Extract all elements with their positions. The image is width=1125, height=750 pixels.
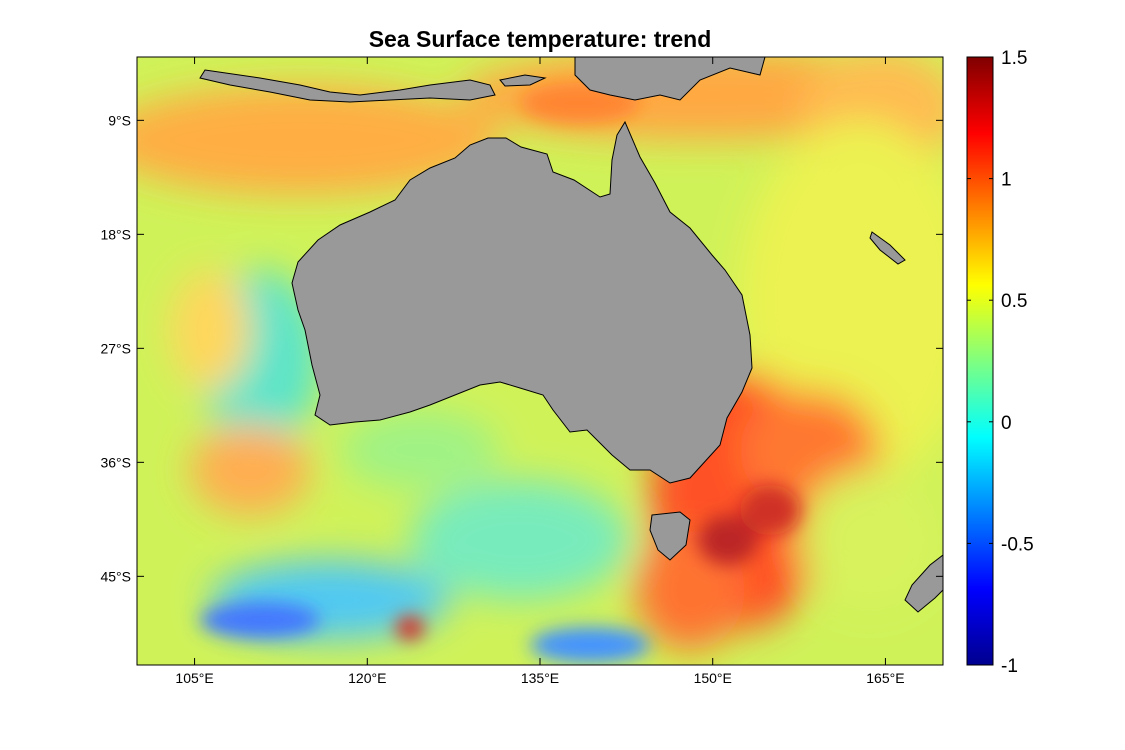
x-tick-label: 120°E [348,670,386,686]
colorbar: 1.5 1 0.5 0 -0.5 -1 [966,48,1034,677]
new-guinea-landmass [574,57,766,101]
y-tick-label: 36°S [100,454,131,470]
colorbar-tick-label: -1 [1001,656,1018,677]
y-tick-label: 18°S [100,226,131,242]
y-tick-label: 45°S [100,568,131,584]
x-tick-label: 165°E [866,670,904,686]
indonesia-landmass [199,69,496,103]
sst-field [137,57,943,665]
colorbar-gradient [966,56,994,666]
colorbar-ticks: 1.5 1 0.5 0 -0.5 -1 [967,48,1034,677]
x-tick-label: 135°E [521,670,559,686]
latitude-axis: 9°S 18°S 27°S 36°S 45°S [100,112,943,584]
timor-landmass [499,74,547,87]
map-title: Sea Surface temperature: trend [369,26,712,52]
colorbar-tick-label: 0.5 [1001,291,1027,312]
colorbar-tick-label: 1 [1001,170,1012,191]
colorbar-tick-label: -0.5 [1001,534,1034,555]
colorbar-tick-label: 1.5 [1001,48,1027,69]
x-tick-label: 150°E [694,670,732,686]
x-tick-label: 105°E [175,670,213,686]
land-masses [199,57,943,613]
new-caledonia-landmass [869,231,906,265]
longitude-axis: 105°E 120°E 135°E 150°E 165°E [175,57,905,686]
y-tick-label: 27°S [100,340,131,356]
tasmania-landmass [649,511,691,561]
colorbar-tick-label: 0 [1001,413,1012,434]
y-tick-label: 9°S [108,112,131,128]
australia-landmass [291,120,753,484]
new-zealand-landmass [904,554,943,613]
